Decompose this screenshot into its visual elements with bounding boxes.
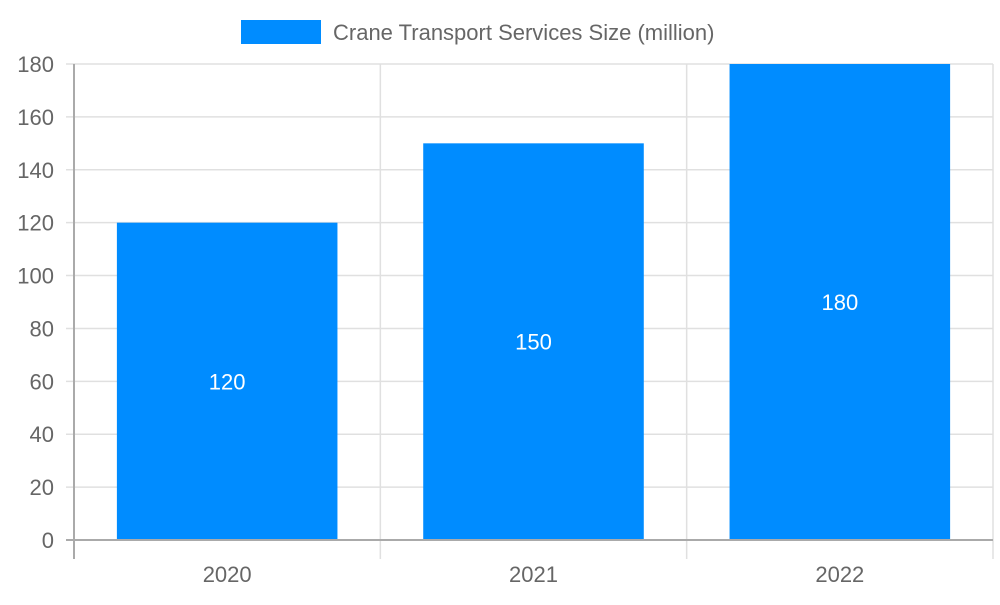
- bar-2020: [116, 222, 338, 540]
- x-tick-label: 2021: [509, 562, 558, 587]
- data-label: 150: [515, 330, 552, 355]
- y-tick-label: 100: [17, 264, 54, 289]
- bar-2022: [729, 64, 951, 540]
- legend-label: Crane Transport Services Size (million): [333, 20, 714, 45]
- y-tick-label: 80: [30, 316, 54, 341]
- data-label: 180: [821, 290, 858, 315]
- x-tick-label: 2022: [815, 562, 864, 587]
- y-tick-label: 120: [17, 211, 54, 236]
- y-tick-label: 0: [42, 528, 54, 553]
- bars: 120 150 180: [116, 64, 951, 541]
- y-tick-label: 40: [30, 422, 54, 447]
- x-tick-label: 2020: [203, 562, 252, 587]
- data-label: 120: [209, 369, 246, 394]
- y-tick-label: 140: [17, 158, 54, 183]
- axes: 0 20 40 60 80 100 120 140 160 180 2020 2021 2022: [17, 52, 993, 587]
- legend[interactable]: Crane Transport Services Size (million): [241, 20, 714, 45]
- y-tick-label: 60: [30, 369, 54, 394]
- y-tick-label: 160: [17, 105, 54, 130]
- bar-2021: [423, 143, 644, 541]
- y-tick-label: 180: [17, 52, 54, 77]
- y-tick-label: 20: [30, 475, 54, 500]
- legend-swatch: [241, 20, 321, 44]
